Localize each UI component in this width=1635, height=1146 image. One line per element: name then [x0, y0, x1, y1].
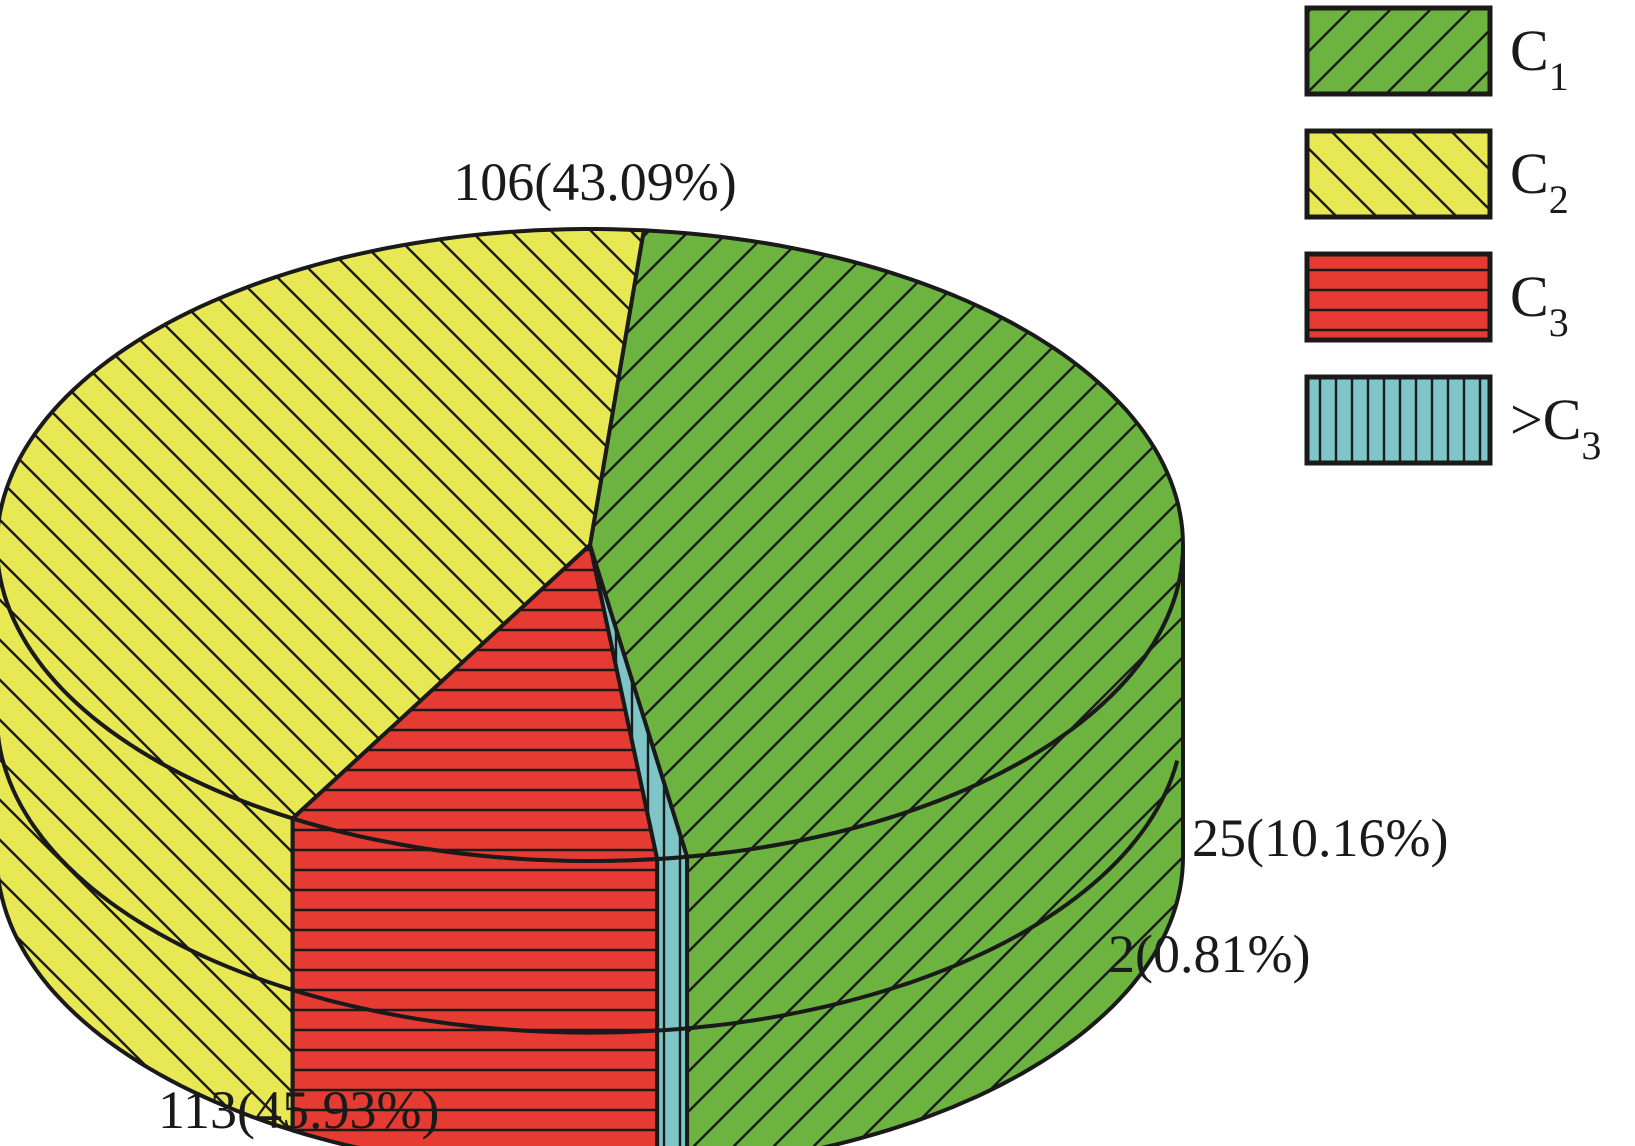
legend-swatch	[1304, 251, 1493, 343]
legend-label: C1	[1510, 18, 1569, 99]
legend: C1 C2 C3 >C3	[1304, 5, 1601, 468]
pie-inner-rim	[0, 734, 1180, 1035]
legend-item-c2: C2	[1304, 128, 1569, 222]
pie-top	[0, 227, 1185, 863]
legend-swatch	[1304, 5, 1493, 97]
legend-item-c3: C3	[1304, 251, 1569, 345]
slice-label-c1: 113(45.93%)	[158, 1080, 439, 1140]
pie-side-gt-c3	[655, 854, 690, 1146]
pie-slice-c2	[0, 227, 646, 821]
legend-item-gt-c3: >C3	[1304, 374, 1601, 468]
legend-item-c1: C1	[1304, 5, 1569, 99]
slice-label-c3: 25(10.16%)	[1192, 808, 1448, 868]
pie-3d	[0, 227, 1185, 1146]
pie-sides	[0, 543, 1185, 1146]
legend-label: C2	[1510, 141, 1569, 222]
legend-swatch	[1304, 128, 1493, 220]
legend-label: >C3	[1510, 387, 1601, 468]
slice-labels: 106(43.09%) 25(10.16%) 2(0.81%) 113(45.9…	[158, 152, 1448, 1140]
slice-label-gt-c3: 2(0.81%)	[1108, 924, 1310, 984]
pie-slice-c3	[290, 543, 660, 863]
legend-swatch	[1304, 374, 1493, 466]
pie-slice-c1	[588, 228, 1185, 859]
slice-label-c2: 106(43.09%)	[453, 152, 736, 212]
legend-label: C3	[1510, 264, 1569, 345]
